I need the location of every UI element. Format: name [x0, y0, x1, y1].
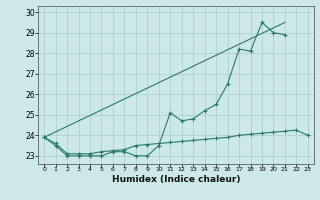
X-axis label: Humidex (Indice chaleur): Humidex (Indice chaleur) [112, 175, 240, 184]
